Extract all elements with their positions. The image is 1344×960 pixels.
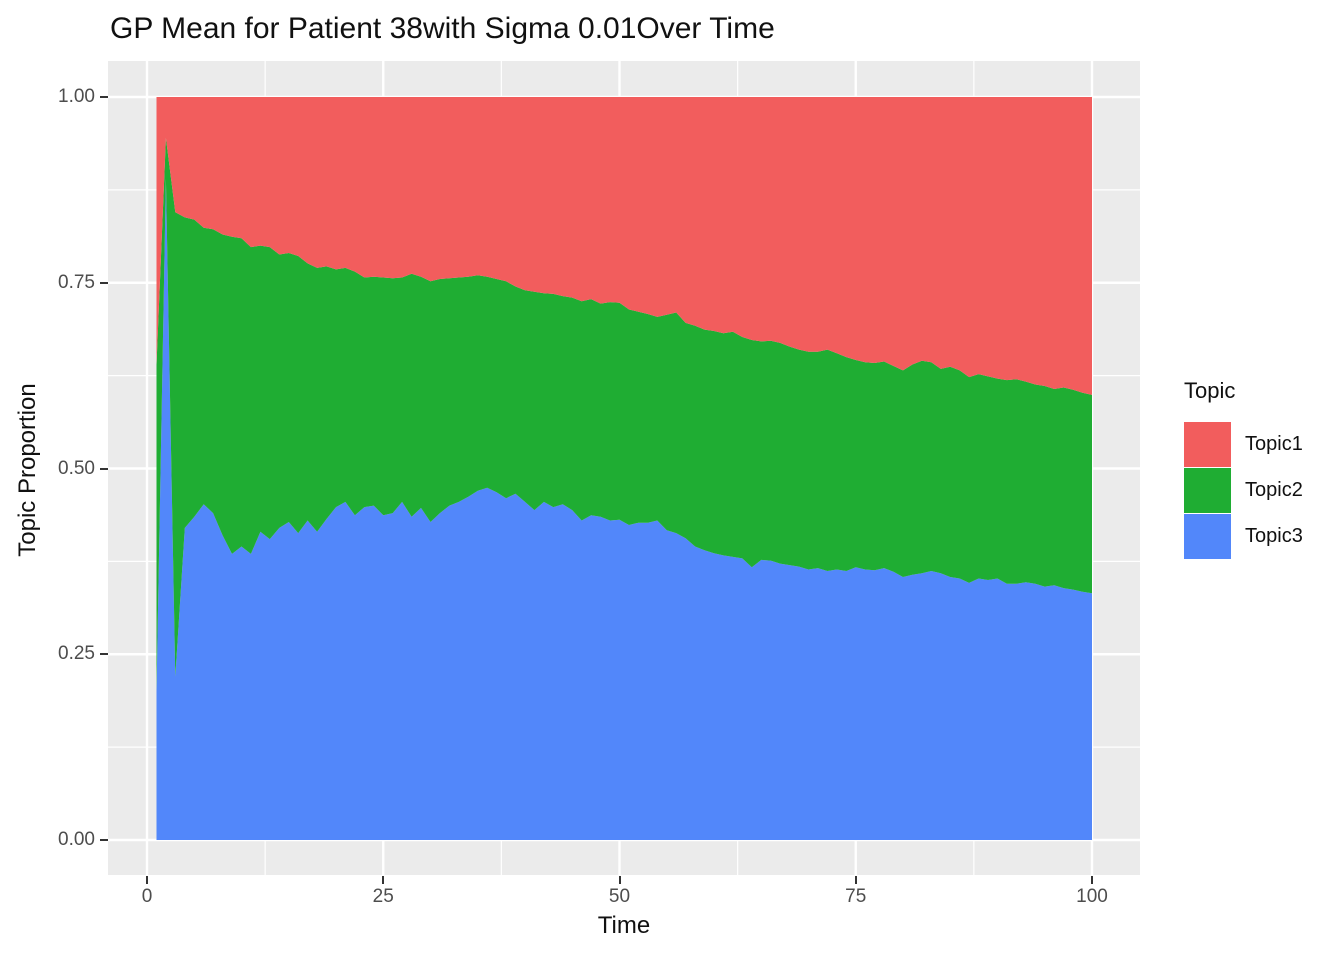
x-tick-mark <box>1091 876 1093 884</box>
y-tick-label-0.75: 0.75 <box>58 271 95 293</box>
legend-key-topic2 <box>1184 468 1231 513</box>
y-tick-label-0.00: 0.00 <box>58 829 95 850</box>
x-tick-label-75: 75 <box>845 886 867 907</box>
plot-panel <box>108 61 1140 875</box>
legend-label-topic1: Topic1 <box>1245 433 1303 455</box>
x-tick-mark <box>854 876 857 884</box>
legend-title: Topic <box>1184 378 1236 403</box>
y-tick-mark <box>100 467 108 470</box>
legend-key-topic3 <box>1184 514 1231 559</box>
area-topic1 <box>156 97 1092 395</box>
legend-item-topic1: Topic1 <box>1184 422 1303 468</box>
y-tick-label-1.00: 1.00 <box>58 86 95 107</box>
x-tick-label-100: 100 <box>1076 886 1108 907</box>
x-axis-title: Time <box>597 912 651 939</box>
legend-key-topic1 <box>1184 422 1231 467</box>
x-tick-mark <box>618 876 621 884</box>
y-tick-mark <box>100 96 108 98</box>
x-tick-label-25: 25 <box>372 886 394 907</box>
legend-item-topic3: Topic3 <box>1184 514 1303 560</box>
x-tick-mark <box>382 876 385 884</box>
y-tick-mark <box>100 281 108 284</box>
legend: Topic Topic1 Topic2 Topic3 <box>1184 378 1303 560</box>
x-tick-label-0: 0 <box>141 886 153 907</box>
y-tick-label-0.25: 0.25 <box>58 643 95 665</box>
legend-label-topic2: Topic2 <box>1245 479 1303 501</box>
y-tick-label-0.50: 0.50 <box>58 457 95 479</box>
area-topic3 <box>156 178 1092 840</box>
legend-label-topic3: Topic3 <box>1245 525 1303 547</box>
legend-items: Topic1 Topic2 Topic3 <box>1184 422 1303 560</box>
legend-item-topic2: Topic2 <box>1184 468 1303 514</box>
chart-title: GP Mean for Patient 38with Sigma 0.01Ove… <box>110 12 775 45</box>
y-tick-mark <box>100 653 108 656</box>
x-tick-label-50: 50 <box>608 886 631 907</box>
x-tick-mark <box>146 876 148 884</box>
stacked-area-plot <box>108 61 1140 875</box>
y-tick-mark <box>100 839 108 841</box>
area-topic2 <box>156 137 1092 692</box>
